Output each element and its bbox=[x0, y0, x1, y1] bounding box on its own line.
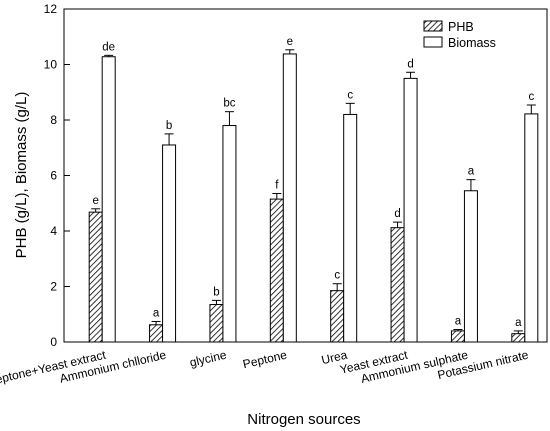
legend-swatch bbox=[423, 20, 443, 32]
legend: PHB Biomass bbox=[423, 20, 496, 50]
data-label: b bbox=[166, 120, 172, 132]
y-tick-label: 6 bbox=[50, 169, 57, 183]
phb-bar bbox=[330, 290, 345, 343]
biomass-bar bbox=[524, 113, 539, 343]
y-tick-label: 2 bbox=[50, 280, 57, 294]
phb-bar bbox=[149, 324, 164, 343]
data-label: e bbox=[287, 36, 293, 48]
phb-bar bbox=[88, 211, 103, 343]
data-label: a bbox=[153, 307, 160, 319]
phb-bar bbox=[450, 330, 465, 343]
biomass-bar bbox=[463, 190, 478, 343]
y-tick-label: 0 bbox=[50, 335, 57, 349]
y-tick-label: 10 bbox=[44, 58, 58, 72]
data-label: bc bbox=[223, 98, 235, 110]
y-tick-label: 4 bbox=[50, 224, 57, 238]
phb-bar bbox=[209, 304, 224, 343]
y-axis-title: PHB (g/L), Biomass (g/L) bbox=[13, 92, 30, 259]
biomass-bar bbox=[222, 125, 237, 343]
x-tick-label: glycine bbox=[188, 348, 228, 370]
phb-bar bbox=[390, 227, 405, 343]
biomass-bar bbox=[282, 53, 297, 343]
biomass-bar bbox=[343, 113, 358, 343]
y-tick-label: 12 bbox=[44, 2, 58, 16]
data-label: b bbox=[213, 286, 219, 298]
phb-bar bbox=[511, 333, 526, 343]
legend-label: PHB bbox=[448, 20, 474, 34]
biomass-bar bbox=[162, 144, 177, 343]
data-label: d bbox=[407, 58, 413, 70]
legend-swatch bbox=[423, 36, 443, 48]
legend-label: Biomass bbox=[448, 36, 496, 50]
data-label: e bbox=[92, 195, 98, 207]
x-tick-label: Urea bbox=[320, 348, 349, 368]
data-label: a bbox=[468, 166, 475, 178]
data-label: c bbox=[347, 89, 353, 101]
data-label: de bbox=[102, 41, 115, 53]
x-tick-label: Peptone bbox=[241, 348, 288, 372]
x-axis-title: Nitrogen sources bbox=[247, 411, 360, 428]
biomass-bar bbox=[101, 56, 116, 343]
y-tick-label: 8 bbox=[50, 113, 57, 127]
phb-bar bbox=[269, 198, 284, 343]
biomass-bar bbox=[403, 77, 418, 343]
data-label: d bbox=[394, 208, 400, 220]
data-label: c bbox=[334, 270, 340, 282]
data-label: a bbox=[515, 317, 522, 329]
data-label: f bbox=[275, 180, 279, 192]
data-label: a bbox=[455, 316, 462, 328]
data-label: c bbox=[528, 91, 534, 103]
